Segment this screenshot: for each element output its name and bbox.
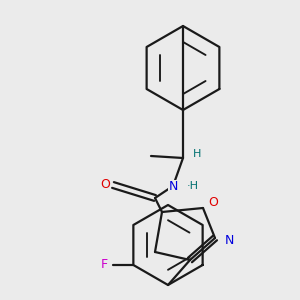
Text: F: F	[101, 259, 108, 272]
Text: ·H: ·H	[187, 181, 199, 191]
Text: O: O	[100, 178, 110, 191]
Text: H: H	[193, 149, 201, 159]
Text: N: N	[168, 179, 178, 193]
Text: O: O	[208, 196, 218, 209]
Text: N: N	[224, 233, 234, 247]
